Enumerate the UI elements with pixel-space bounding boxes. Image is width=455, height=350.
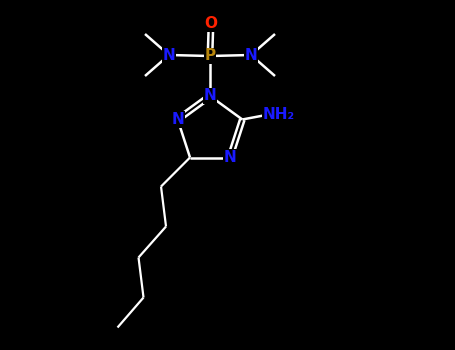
Text: N: N [162,48,175,63]
Text: P: P [204,49,216,63]
Text: N: N [245,48,258,63]
Text: O: O [204,16,217,31]
Text: N: N [204,89,217,104]
Text: N: N [223,150,236,165]
Text: N: N [171,112,184,127]
Text: NH₂: NH₂ [263,107,295,122]
